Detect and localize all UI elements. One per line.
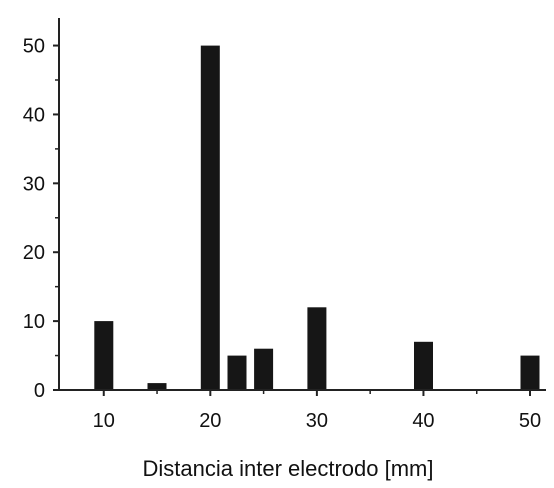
x-tick-label-20: 20	[199, 410, 221, 432]
x-tick-label-50: 50	[519, 410, 541, 432]
y-tick-label-0: 0	[34, 380, 45, 402]
bars-group	[94, 45, 540, 390]
bar-50	[520, 355, 540, 390]
y-tick-label-30: 30	[23, 173, 45, 195]
y-tick-label-10: 10	[23, 311, 45, 333]
y-tick-label-40: 40	[23, 104, 45, 126]
x-tick-label-30: 30	[306, 410, 328, 432]
bar-30	[307, 307, 327, 390]
bar-22.5	[227, 355, 247, 390]
bar-40	[414, 341, 433, 390]
bar-20	[200, 45, 220, 390]
x-axis-title: Distancia inter electrodo [mm]	[143, 456, 434, 481]
bar-15	[147, 383, 167, 390]
x-tick-label-10: 10	[93, 410, 115, 432]
x-ticks-group: 10 20 30 40 50	[93, 390, 541, 432]
x-tick-label-40: 40	[412, 410, 434, 432]
axes-group	[58, 18, 546, 391]
bar-25	[254, 348, 274, 390]
y-tick-label-20: 20	[23, 242, 45, 264]
y-tick-label-50: 50	[23, 36, 45, 58]
bar-10	[94, 321, 114, 390]
y-ticks-group: 0 10 20 30 40 50	[23, 36, 59, 402]
